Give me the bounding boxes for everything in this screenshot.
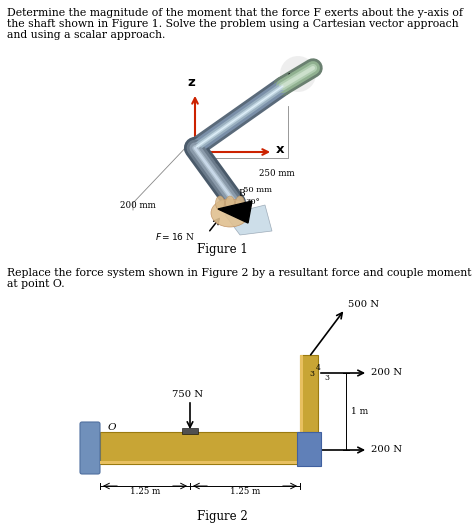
Text: 1 m: 1 m: [351, 407, 368, 416]
Text: 200 N: 200 N: [371, 368, 402, 377]
Bar: [182, 428, 198, 434]
Text: 30°: 30°: [245, 198, 260, 206]
Text: O: O: [183, 146, 191, 155]
Polygon shape: [218, 201, 252, 223]
Text: 200 N: 200 N: [371, 445, 402, 454]
Bar: [300, 355, 318, 432]
Bar: [100, 432, 300, 464]
Text: $F = 16$ N: $F = 16$ N: [155, 231, 195, 242]
Text: 3: 3: [309, 370, 314, 378]
Text: 1.25 m: 1.25 m: [230, 487, 260, 496]
Polygon shape: [225, 205, 272, 235]
Bar: [100, 461, 300, 464]
Ellipse shape: [216, 196, 225, 210]
Text: at point O.: at point O.: [7, 279, 64, 289]
Text: 500 N: 500 N: [348, 300, 379, 309]
Text: $\mathbf{z}$: $\mathbf{z}$: [187, 76, 196, 89]
Text: 250 mm: 250 mm: [259, 169, 295, 178]
FancyBboxPatch shape: [80, 422, 100, 474]
Text: 4: 4: [316, 364, 321, 372]
Text: 750 N: 750 N: [172, 390, 203, 399]
Ellipse shape: [211, 199, 249, 227]
Text: Figure 1: Figure 1: [197, 243, 247, 256]
Text: 1.25 m: 1.25 m: [130, 487, 160, 496]
Circle shape: [280, 56, 316, 92]
Text: $\mathbf{x}$: $\mathbf{x}$: [275, 143, 285, 156]
Text: 45°: 45°: [203, 162, 218, 170]
Text: A: A: [285, 73, 292, 82]
Bar: [300, 355, 303, 432]
Bar: [297, 432, 321, 466]
Text: 3: 3: [324, 374, 329, 382]
Bar: [80, 434, 86, 474]
Text: 50 mm: 50 mm: [243, 186, 272, 194]
Text: Figure 2: Figure 2: [197, 510, 247, 523]
Text: $\mathbf{y}$: $\mathbf{y}$: [279, 76, 290, 90]
Ellipse shape: [226, 196, 235, 210]
Ellipse shape: [236, 196, 245, 210]
Text: Determine the magnitude of the moment that the force F exerts about the y-axis o: Determine the magnitude of the moment th…: [7, 8, 463, 18]
Text: Replace the force system shown in Figure 2 by a resultant force and couple momen: Replace the force system shown in Figure…: [7, 268, 472, 278]
Text: the shaft shown in Figure 1. Solve the problem using a Cartesian vector approach: the shaft shown in Figure 1. Solve the p…: [7, 19, 459, 29]
Text: and using a scalar approach.: and using a scalar approach.: [7, 30, 165, 40]
Text: 200 mm: 200 mm: [120, 201, 156, 210]
Text: B: B: [238, 189, 245, 198]
Text: O: O: [108, 423, 117, 432]
